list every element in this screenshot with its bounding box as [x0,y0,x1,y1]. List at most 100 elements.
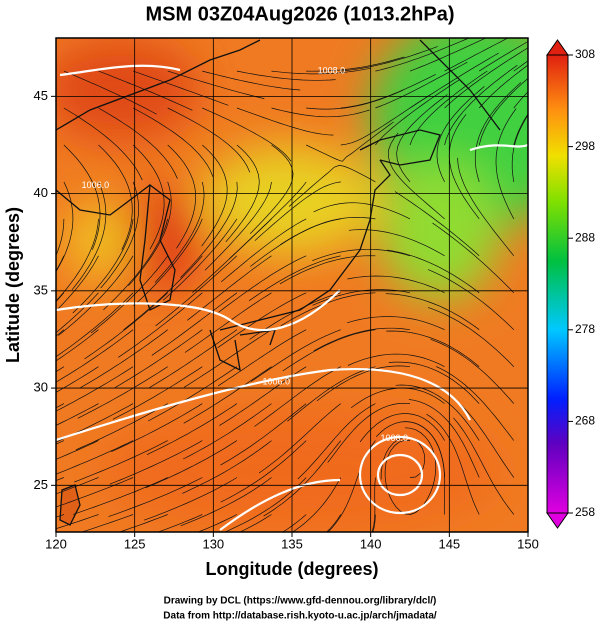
streamline [430,338,515,404]
contour-label: 1006.0 [82,180,110,190]
streamline [56,477,99,495]
streamline [182,440,272,494]
streamline [254,366,341,427]
colorbar-tick-label: 268 [575,414,595,428]
streamline [409,52,499,109]
streamline [224,477,307,532]
streamline [56,366,134,412]
streamline [347,353,445,368]
x-tick-label: 140 [360,536,382,551]
streamline [453,417,515,515]
streamline [271,107,370,118]
streamline [218,255,307,313]
streamline [167,107,251,173]
streamline [479,41,528,72]
streamline [63,107,143,181]
x-tick-label: 135 [281,536,303,551]
colorbar-tick-label: 308 [575,47,595,61]
streamline [448,114,480,220]
streamline [98,144,133,250]
colorbar-tick-label: 288 [575,230,595,244]
streamline [258,403,342,474]
streamline [146,403,238,456]
streamline [109,440,203,485]
streamline [513,113,528,146]
streamline [80,329,168,389]
streamline [427,307,515,367]
y-tick-label: 30 [34,380,48,395]
streamline [56,218,99,302]
streamline [312,248,411,262]
streamline [263,440,342,517]
x-tick-label: 150 [517,536,539,551]
streamline [111,403,203,453]
streamline [513,91,528,109]
streamline [375,79,460,146]
x-tick-label: 120 [45,536,67,551]
streamline [98,107,178,179]
streamline [316,365,411,402]
streamline [288,164,376,207]
streamline [132,70,229,106]
streamline [80,514,134,532]
streamline [340,74,436,109]
streamline [279,255,376,285]
x-tick-label: 145 [438,536,460,551]
streamline [297,403,376,480]
streamline [221,218,307,283]
streamline [511,114,528,182]
streamline [56,366,99,393]
streamline [114,329,203,388]
streamline [426,413,480,515]
streamline [457,157,515,257]
streamline [225,144,260,243]
streamline [63,144,101,250]
streamline [56,292,134,358]
streamline [347,316,445,331]
streamline [149,329,238,388]
streamline [385,293,480,330]
streamline [56,329,99,362]
streamline [236,70,336,81]
colorbar-tick-label: 258 [575,505,595,519]
streamline [100,181,139,289]
streamline [313,327,411,352]
streamline [220,440,307,503]
streamline [432,222,515,294]
streamline [201,144,228,247]
streamline [63,70,157,115]
streamline [145,440,238,489]
streamline [167,70,265,99]
streamline [180,181,238,278]
streamline [409,70,488,146]
streamline [123,255,203,331]
streamline [154,181,205,283]
streamline [56,329,134,383]
contour-label: 1008.0 [318,65,346,75]
streamline [474,82,522,182]
streamline [340,46,438,72]
streamline [394,191,480,257]
streamline [103,218,169,311]
streamline [436,366,515,441]
x-tick-label: 125 [124,536,146,551]
streamline [395,384,480,441]
contour-label: 1000.0 [381,433,409,443]
streamline [427,269,515,330]
streamline [347,275,445,294]
streamline [217,329,307,387]
streamline [56,181,74,273]
streamline [143,477,238,521]
streamline [386,330,480,367]
streamline [56,440,65,445]
colorbar [546,54,569,514]
streamline [56,366,65,373]
streamline [74,440,168,483]
streamline [239,514,272,532]
streamline [388,361,480,404]
streamline [280,216,376,245]
streamline [183,403,272,460]
streamline [254,181,341,241]
streamline [133,218,203,307]
